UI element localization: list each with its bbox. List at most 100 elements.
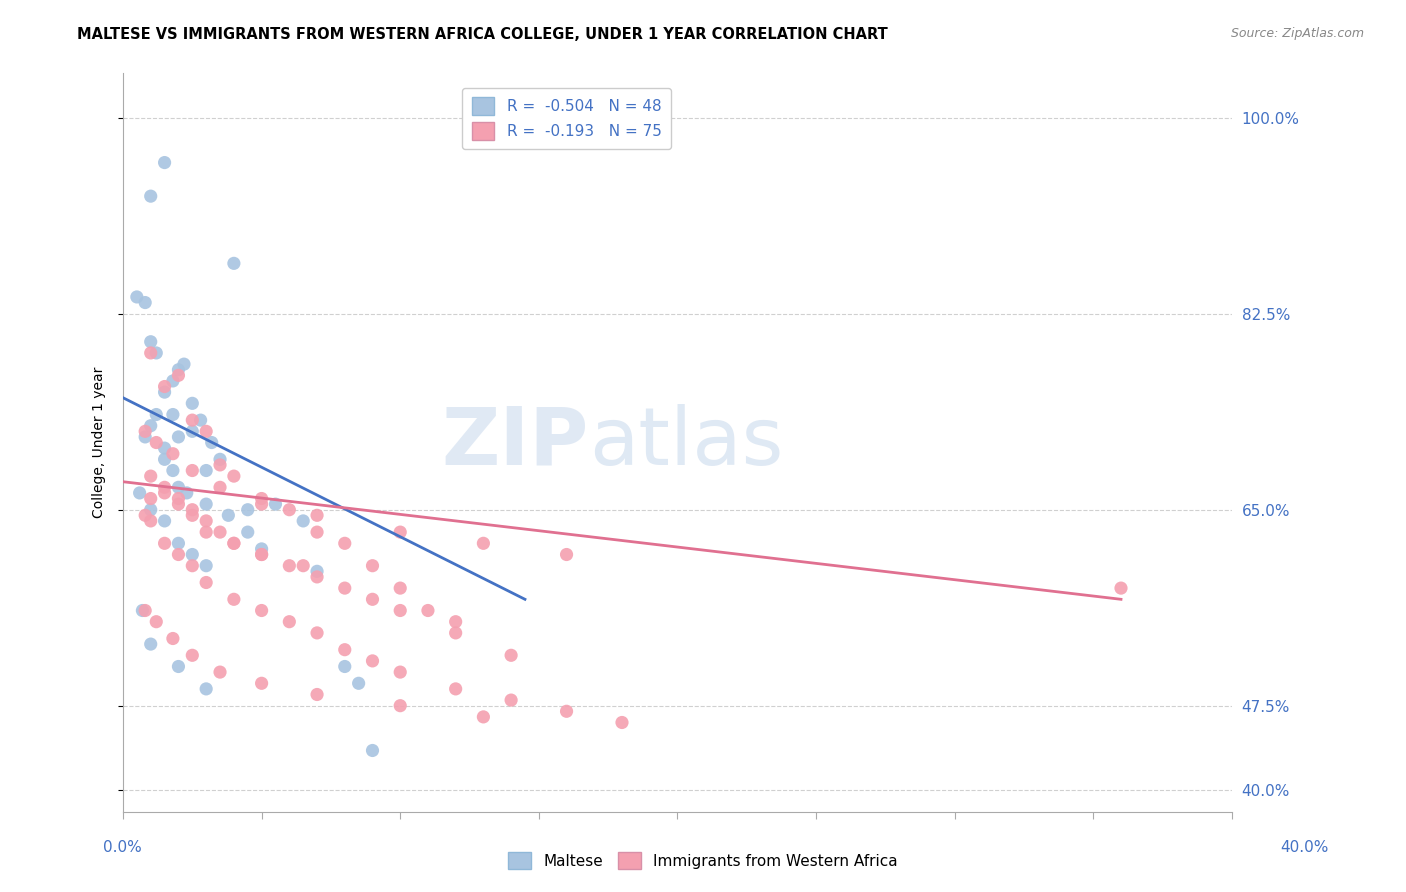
Point — [181, 502, 204, 516]
Point — [195, 497, 218, 511]
Point — [305, 508, 328, 523]
Text: 40.0%: 40.0% — [1281, 840, 1329, 855]
Text: atlas: atlas — [589, 403, 783, 482]
Point — [167, 430, 190, 444]
Point — [361, 654, 384, 668]
Point — [1109, 581, 1132, 595]
Point — [139, 189, 162, 203]
Point — [153, 441, 176, 455]
Point — [153, 536, 176, 550]
Point — [333, 536, 356, 550]
Point — [181, 548, 204, 562]
Point — [162, 632, 184, 646]
Point — [201, 435, 224, 450]
Point — [139, 418, 162, 433]
Point — [128, 486, 150, 500]
Point — [444, 615, 467, 629]
Point — [333, 642, 356, 657]
Point — [181, 396, 204, 410]
Point — [389, 698, 412, 713]
Point — [305, 564, 328, 578]
Point — [389, 581, 412, 595]
Point — [361, 558, 384, 573]
Point — [555, 548, 578, 562]
Point — [361, 743, 384, 757]
Point — [333, 581, 356, 595]
Point — [145, 435, 167, 450]
Point — [208, 665, 231, 679]
Point — [181, 413, 204, 427]
Point — [134, 295, 156, 310]
Point — [153, 486, 176, 500]
Point — [236, 502, 259, 516]
Point — [145, 346, 167, 360]
Point — [208, 452, 231, 467]
Point — [278, 502, 301, 516]
Point — [236, 525, 259, 540]
Point — [153, 480, 176, 494]
Point — [139, 346, 162, 360]
Point — [250, 541, 273, 556]
Point — [195, 575, 218, 590]
Point — [181, 463, 204, 477]
Point — [305, 570, 328, 584]
Point — [162, 447, 184, 461]
Point — [181, 558, 204, 573]
Point — [250, 491, 273, 506]
Point — [195, 525, 218, 540]
Point — [134, 425, 156, 439]
Point — [153, 452, 176, 467]
Point — [139, 469, 162, 483]
Point — [125, 290, 148, 304]
Point — [292, 558, 315, 573]
Point — [389, 525, 412, 540]
Point — [222, 536, 245, 550]
Point — [292, 514, 315, 528]
Point — [167, 548, 190, 562]
Legend: Maltese, Immigrants from Western Africa: Maltese, Immigrants from Western Africa — [502, 846, 904, 875]
Point — [181, 648, 204, 663]
Point — [162, 408, 184, 422]
Point — [139, 334, 162, 349]
Point — [173, 357, 195, 371]
Point — [145, 408, 167, 422]
Point — [250, 676, 273, 690]
Y-axis label: College, Under 1 year: College, Under 1 year — [93, 367, 107, 518]
Point — [501, 693, 523, 707]
Point — [222, 536, 245, 550]
Point — [389, 665, 412, 679]
Point — [222, 469, 245, 483]
Point — [361, 592, 384, 607]
Point — [250, 548, 273, 562]
Text: 0.0%: 0.0% — [103, 840, 142, 855]
Point — [333, 659, 356, 673]
Point — [278, 558, 301, 573]
Point — [167, 368, 190, 383]
Point — [444, 626, 467, 640]
Point — [264, 497, 287, 511]
Point — [347, 676, 370, 690]
Point — [555, 704, 578, 718]
Point — [131, 603, 153, 617]
Text: ZIP: ZIP — [441, 403, 589, 482]
Point — [153, 155, 176, 169]
Point — [610, 715, 633, 730]
Point — [195, 681, 218, 696]
Point — [167, 491, 190, 506]
Point — [222, 592, 245, 607]
Point — [389, 603, 412, 617]
Point — [217, 508, 239, 523]
Text: MALTESE VS IMMIGRANTS FROM WESTERN AFRICA COLLEGE, UNDER 1 YEAR CORRELATION CHAR: MALTESE VS IMMIGRANTS FROM WESTERN AFRIC… — [77, 27, 889, 42]
Point — [195, 558, 218, 573]
Point — [162, 463, 184, 477]
Point — [195, 514, 218, 528]
Point — [278, 615, 301, 629]
Point — [153, 379, 176, 393]
Point — [153, 514, 176, 528]
Point — [181, 425, 204, 439]
Point — [139, 514, 162, 528]
Point — [208, 480, 231, 494]
Point — [208, 458, 231, 472]
Point — [134, 430, 156, 444]
Point — [305, 688, 328, 702]
